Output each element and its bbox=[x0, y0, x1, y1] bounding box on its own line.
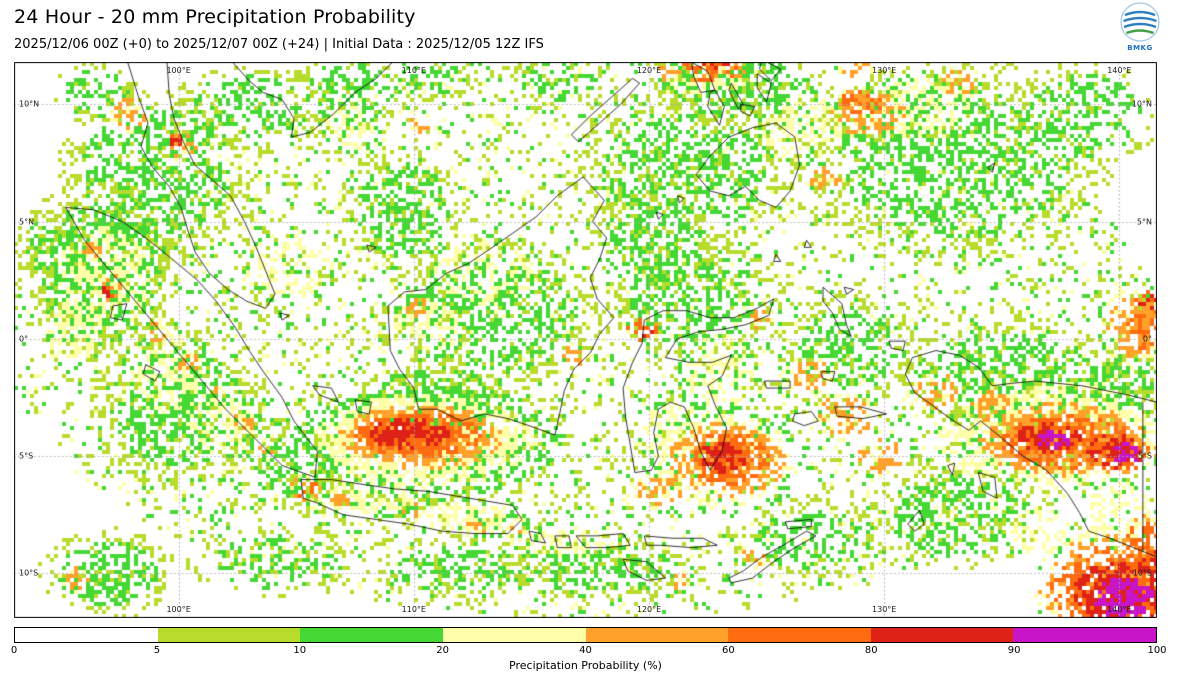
colorbar-segment bbox=[585, 628, 729, 642]
colorbar-segment bbox=[1013, 628, 1156, 642]
page-title: 24 Hour - 20 mm Precipitation Probabilit… bbox=[14, 6, 416, 28]
colorbar-segment bbox=[15, 628, 158, 642]
colorbar-tick-label: 40 bbox=[579, 645, 592, 656]
colorbar-ticks: 0 5 10 20 40 60 80 90 100 bbox=[10, 643, 1167, 657]
colorbar-segment bbox=[870, 628, 1014, 642]
colorbar-tick-label: 60 bbox=[722, 645, 735, 656]
colorbar-tick-label: 20 bbox=[436, 645, 449, 656]
colorbar-tick-label: 0 bbox=[10, 645, 18, 656]
colorbar-tick-label: 5 bbox=[153, 645, 161, 656]
colorbar-label: Precipitation Probability (%) bbox=[509, 659, 662, 672]
bmkg-logo: BMKG bbox=[1116, 2, 1164, 52]
colorbar bbox=[14, 627, 1157, 643]
colorbar-tick-label: 90 bbox=[1007, 645, 1021, 656]
colorbar-area: 0 5 10 20 40 60 80 90 100 Precipitation Probabil… bbox=[10, 627, 1167, 672]
precipitation-map-canvas bbox=[14, 62, 1157, 618]
map-plot-area: 100°E 100°E 110°E 110°E 120°E 120°E 130°E 130°E… bbox=[14, 62, 1157, 618]
colorbar-segment bbox=[728, 628, 871, 642]
bmkg-logo-text: BMKG bbox=[1127, 44, 1153, 52]
colorbar-segment bbox=[442, 628, 586, 642]
colorbar-tick-label: 10 bbox=[293, 645, 307, 656]
colorbar-segment bbox=[300, 628, 443, 642]
colorbar-tick-label: 100 bbox=[1147, 645, 1167, 656]
bmkg-logo-icon bbox=[1120, 2, 1160, 42]
page-subtitle: 2025/12/06 00Z (+0) to 2025/12/07 00Z (+… bbox=[14, 37, 544, 52]
colorbar-tick-label: 80 bbox=[864, 645, 878, 656]
colorbar-segment bbox=[157, 628, 301, 642]
